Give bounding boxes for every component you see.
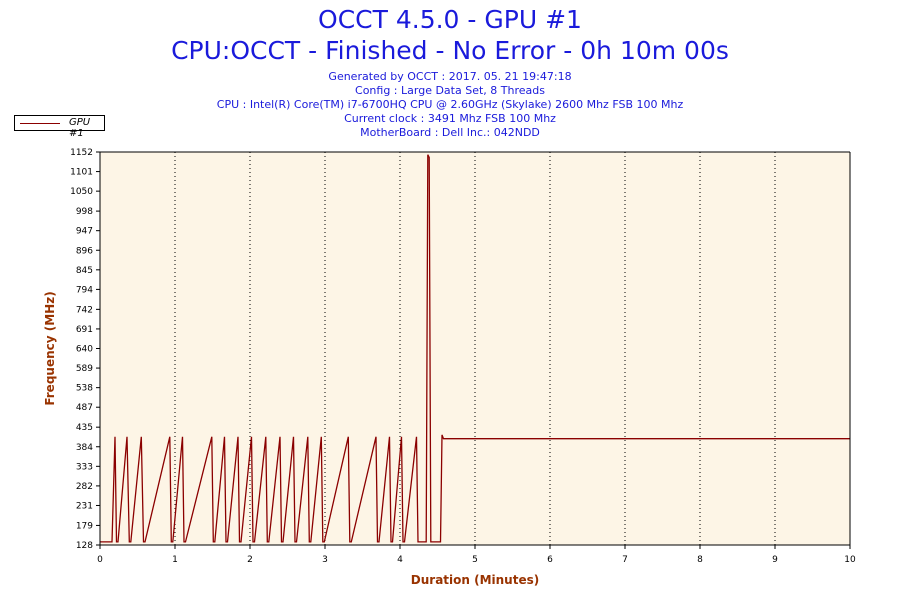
y-tick-label: 998 [76,207,93,217]
y-tick-label: 538 [76,384,93,394]
x-tick-label: 3 [322,555,328,565]
series-line-gpu-1 [100,154,850,543]
x-tick-label: 6 [547,555,553,565]
y-tick-label: 128 [76,541,93,551]
info-generated: Generated by OCCT : 2017. 05. 21 19:47:1… [328,70,572,83]
y-tick-label: 384 [76,443,93,453]
x-tick-label: 5 [472,555,478,565]
info-cpu: CPU : Intel(R) Core(TM) i7-6700HQ CPU @ … [216,98,684,111]
page-subtitle: CPU:OCCT - Finished - No Error - 0h 10m … [171,36,729,65]
x-tick-label: 9 [772,555,778,565]
y-tick-label: 487 [76,403,93,413]
x-tick-label: 10 [844,555,856,565]
info-current-clock: Current clock : 3491 Mhz FSB 100 Mhz [344,112,556,125]
y-tick-label: 691 [76,325,93,335]
x-tick-label: 2 [247,555,253,565]
y-tick-label: 1152 [70,148,93,158]
y-tick-label: 794 [76,285,93,295]
grid-lines [174,152,776,545]
legend-label: GPU #1 [69,117,91,139]
y-tick-label: 640 [76,345,93,355]
y-tick-label: 333 [76,462,93,472]
page-title: OCCT 4.5.0 - GPU #1 [318,5,582,34]
y-tick-label: 845 [76,266,93,276]
y-tick-label: 435 [76,423,93,433]
info-config: Config : Large Data Set, 8 Threads [355,84,545,97]
y-tick-label: 589 [76,364,93,374]
x-tick-label: 7 [622,555,628,565]
y-tick-label: 282 [76,482,93,492]
chart-legend: GPU #1 [14,115,105,139]
y-tick-label: 1050 [70,187,93,197]
y-tick-label: 231 [76,501,93,511]
y-tick-label: 1101 [70,168,93,178]
x-tick-label: 0 [97,555,103,565]
y-tick-label: 179 [76,521,93,531]
y-tick-label: 742 [76,305,93,315]
legend-swatch [20,123,60,124]
info-motherboard: MotherBoard : Dell Inc.: 042NDD [360,126,540,139]
axes [96,151,851,549]
series-layer [100,154,850,543]
y-axis-label: Frequency (MHz) [43,291,57,405]
x-tick-label: 4 [397,555,403,565]
y-tick-label: 947 [76,227,93,237]
x-axis-label: Duration (Minutes) [411,573,539,587]
x-tick-label: 1 [172,555,178,565]
tick-labels: 1281792312823333844354875385896406917427… [70,148,856,565]
x-tick-label: 8 [697,555,703,565]
y-tick-label: 896 [76,246,93,256]
